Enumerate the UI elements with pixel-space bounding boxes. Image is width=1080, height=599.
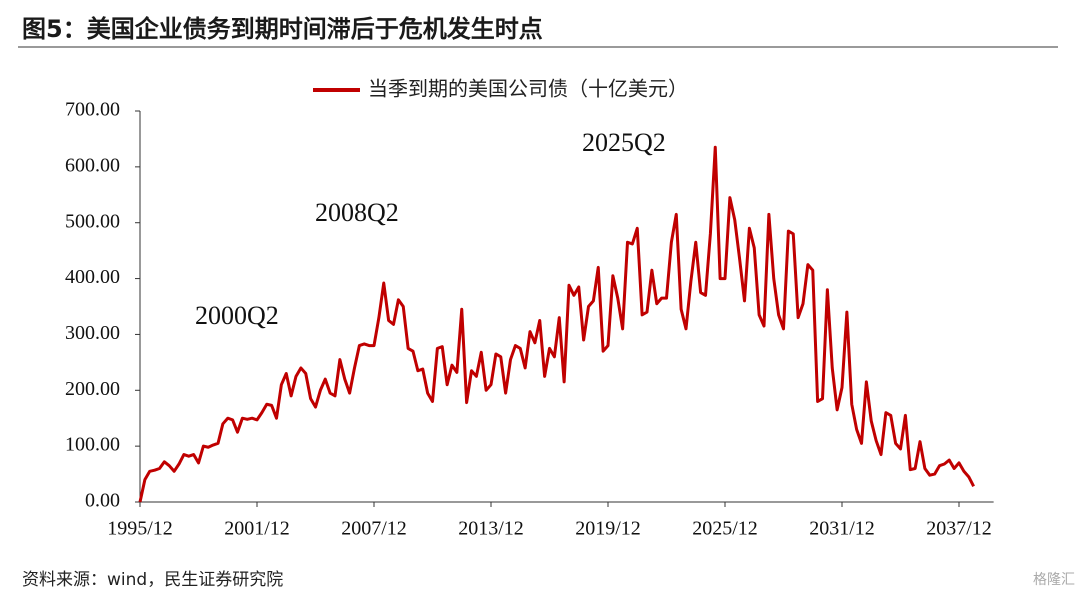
y-tick-label: 500.00 <box>65 210 120 232</box>
y-tick-label: 400.00 <box>65 266 120 288</box>
x-tick-label: 1995/12 <box>107 518 173 540</box>
watermark: 格隆汇 <box>1033 572 1075 588</box>
annotation: 2008Q2 <box>315 198 399 227</box>
x-tick-label: 2019/12 <box>575 518 641 540</box>
x-tick-label: 2025/12 <box>692 518 758 540</box>
y-tick-label: 0.00 <box>85 490 120 512</box>
annotation: 2000Q2 <box>195 301 279 330</box>
x-tick-label: 2031/12 <box>809 518 875 540</box>
y-tick-label: 600.00 <box>65 154 120 176</box>
annotation: 2025Q2 <box>582 128 666 157</box>
x-tick-label: 2001/12 <box>224 518 290 540</box>
line-series <box>138 145 975 503</box>
x-tick-label: 2037/12 <box>926 518 992 540</box>
source: 资料来源：wind，民生证券研究院 <box>22 570 283 590</box>
x-tick-label: 2007/12 <box>341 518 407 540</box>
y-tick-label: 200.00 <box>65 378 120 400</box>
y-tick-label: 300.00 <box>65 322 120 344</box>
y-tick-label: 100.00 <box>65 434 120 456</box>
legend-label: 当季到期的美国公司债（十亿美元） <box>368 77 688 101</box>
x-tick-label: 2013/12 <box>458 518 524 540</box>
chart-title: 图5：美国企业债务到期时间滞后于危机发生时点 <box>22 15 543 43</box>
y-tick-label: 700.00 <box>65 99 120 121</box>
